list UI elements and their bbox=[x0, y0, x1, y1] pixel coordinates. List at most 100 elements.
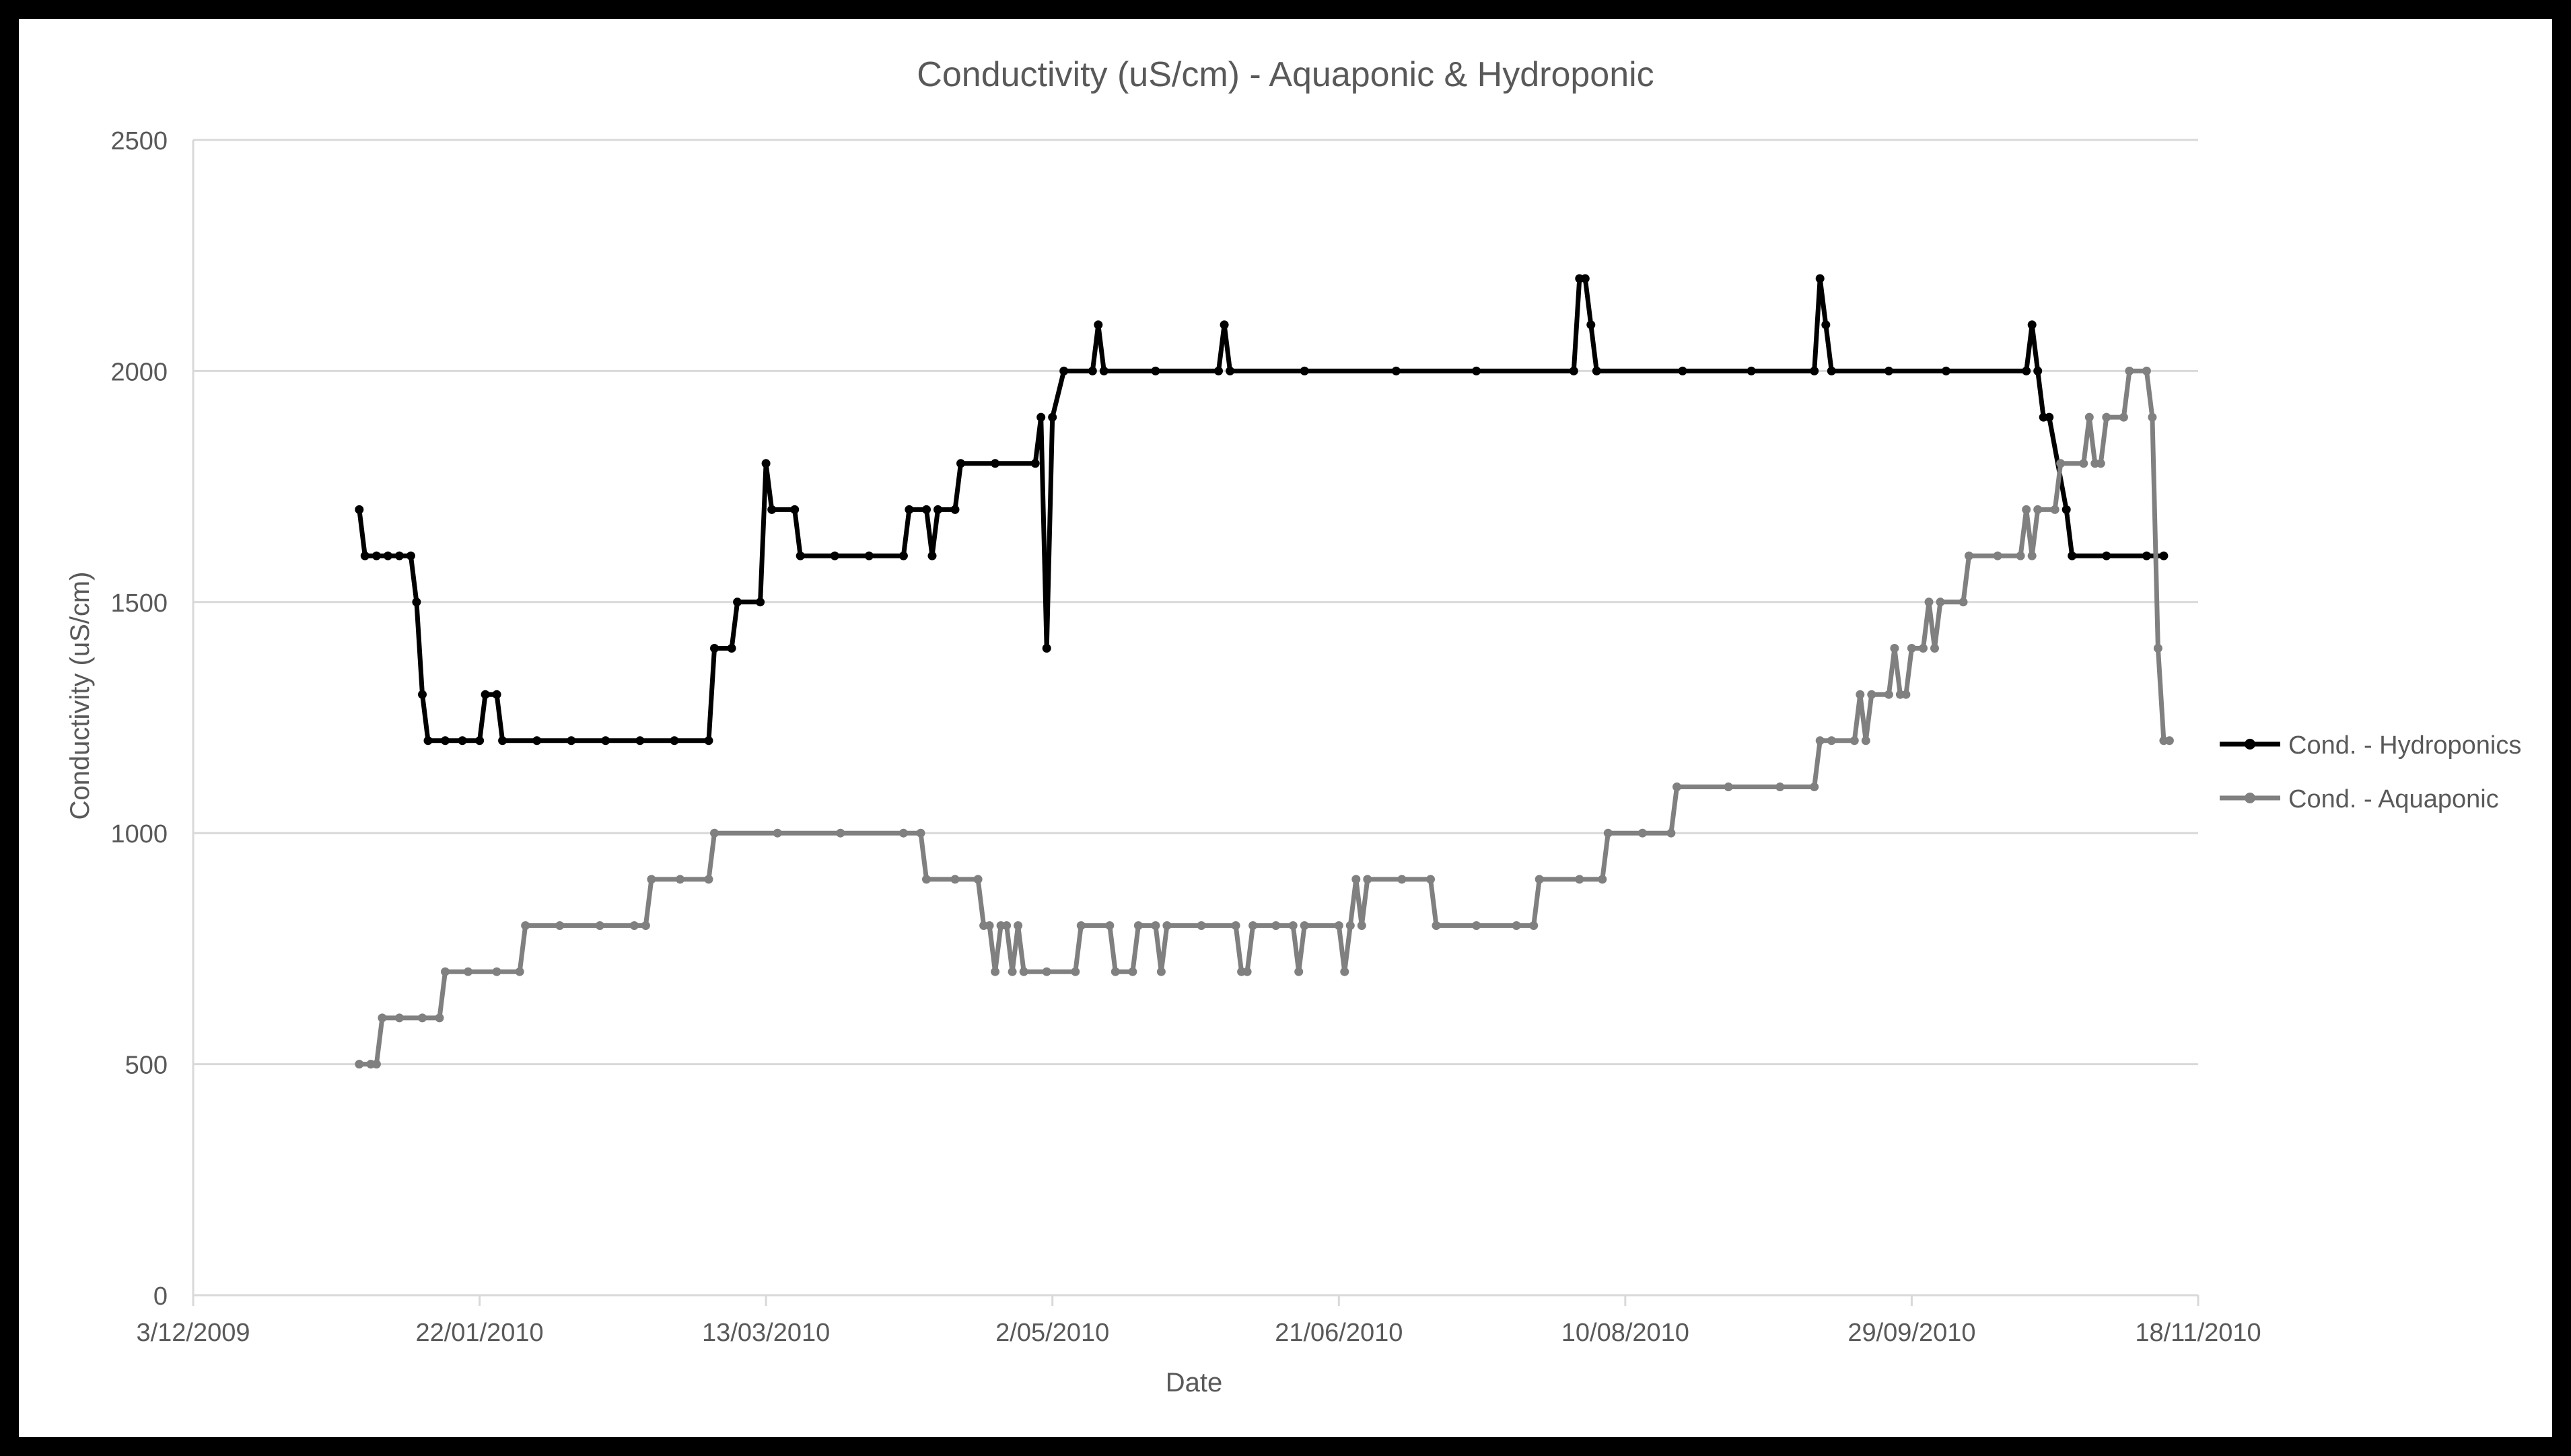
data-point bbox=[1220, 320, 1229, 330]
data-point bbox=[1529, 921, 1539, 931]
x-tick-label: 10/08/2010 bbox=[1561, 1319, 1689, 1347]
data-point bbox=[2027, 320, 2037, 330]
data-point bbox=[355, 1060, 364, 1069]
data-point bbox=[1094, 320, 1103, 330]
data-point bbox=[641, 921, 650, 931]
data-point bbox=[1128, 967, 1137, 976]
data-point bbox=[922, 875, 931, 884]
data-point bbox=[1959, 597, 1968, 607]
data-point bbox=[991, 459, 1000, 468]
data-point bbox=[1048, 412, 1057, 422]
data-point bbox=[1340, 967, 1349, 976]
y-tick-label: 1500 bbox=[110, 589, 168, 618]
data-point bbox=[1111, 967, 1120, 976]
data-point bbox=[1014, 921, 1023, 931]
y-tick-label: 1000 bbox=[110, 820, 168, 848]
data-point bbox=[704, 736, 713, 745]
data-point bbox=[727, 644, 736, 653]
data-point bbox=[2159, 551, 2169, 560]
data-point bbox=[830, 551, 839, 560]
data-point bbox=[1775, 782, 1785, 791]
data-point bbox=[899, 828, 908, 838]
data-point bbox=[1815, 736, 1825, 745]
data-point bbox=[2056, 459, 2066, 468]
data-point bbox=[360, 551, 369, 560]
data-point bbox=[1197, 921, 1206, 931]
axes: 0 500 1000 1500 2000 2500 3/12/2009 22/01/2010 1… bbox=[110, 127, 2261, 1347]
data-point bbox=[985, 921, 994, 931]
legend-item: Cond. - Hydroponics bbox=[2220, 731, 2521, 760]
data-point bbox=[991, 967, 1000, 976]
data-point bbox=[1133, 921, 1143, 931]
data-point bbox=[383, 551, 392, 560]
x-axis-label: Date bbox=[1166, 1368, 1223, 1397]
data-point bbox=[670, 736, 679, 745]
data-point bbox=[1512, 921, 1521, 931]
data-point bbox=[2142, 551, 2151, 560]
x-tick-label: 13/03/2010 bbox=[702, 1319, 830, 1347]
data-point bbox=[836, 828, 845, 838]
data-point bbox=[1598, 875, 1607, 884]
data-point bbox=[532, 736, 542, 745]
x-tick-label: 21/06/2010 bbox=[1275, 1319, 1403, 1347]
data-point bbox=[2068, 551, 2077, 560]
data-point bbox=[973, 875, 983, 884]
data-point bbox=[475, 736, 485, 745]
data-point bbox=[1231, 921, 1240, 931]
data-point bbox=[394, 551, 404, 560]
chart-title: Conductivity (uS/cm) - Aquaponic & Hydro… bbox=[917, 55, 1654, 94]
data-point bbox=[1637, 828, 1647, 838]
data-point bbox=[372, 1060, 381, 1069]
data-point bbox=[2148, 412, 2157, 422]
data-point bbox=[934, 505, 942, 514]
data-point bbox=[394, 1013, 404, 1023]
x-tick-label: 3/12/2009 bbox=[136, 1319, 250, 1347]
data-point bbox=[1214, 366, 1223, 375]
data-point bbox=[515, 967, 524, 976]
data-point bbox=[1345, 921, 1355, 931]
data-point bbox=[767, 505, 777, 514]
data-point bbox=[1993, 551, 2002, 560]
data-point bbox=[1151, 921, 1160, 931]
y-axis-label: Conductivity (uS/cm) bbox=[65, 572, 95, 820]
data-point bbox=[1867, 690, 1876, 699]
data-point bbox=[1019, 967, 1028, 976]
data-point bbox=[1592, 366, 1601, 375]
data-point bbox=[1569, 366, 1578, 375]
data-point bbox=[2022, 505, 2031, 514]
data-point bbox=[899, 551, 908, 560]
legend-swatch-marker bbox=[2245, 793, 2255, 803]
data-point bbox=[733, 597, 742, 607]
data-point bbox=[1827, 366, 1836, 375]
data-point bbox=[1071, 967, 1080, 976]
data-point bbox=[441, 736, 450, 745]
data-point bbox=[2062, 505, 2071, 514]
data-point bbox=[1042, 644, 1051, 653]
data-point bbox=[864, 551, 874, 560]
data-point bbox=[2027, 551, 2037, 560]
y-tick-label: 0 bbox=[153, 1282, 168, 1311]
data-point bbox=[1575, 875, 1584, 884]
data-point bbox=[1580, 274, 1590, 283]
data-point bbox=[1334, 921, 1343, 931]
y-tick-label: 2500 bbox=[110, 127, 168, 155]
data-point bbox=[756, 597, 765, 607]
series-line bbox=[359, 368, 2170, 1067]
data-point bbox=[2016, 551, 2025, 560]
data-point bbox=[441, 967, 450, 976]
data-point bbox=[704, 875, 713, 884]
data-point bbox=[492, 690, 501, 699]
data-point bbox=[1351, 875, 1361, 884]
data-point bbox=[435, 1013, 444, 1023]
data-point bbox=[927, 551, 937, 560]
data-point bbox=[412, 597, 421, 607]
legend-label: Cond. - Hydroponics bbox=[2288, 731, 2521, 760]
data-point bbox=[355, 505, 364, 514]
data-point bbox=[595, 921, 604, 931]
data-point bbox=[1030, 459, 1040, 468]
data-point bbox=[710, 644, 719, 653]
data-point bbox=[1076, 921, 1086, 931]
